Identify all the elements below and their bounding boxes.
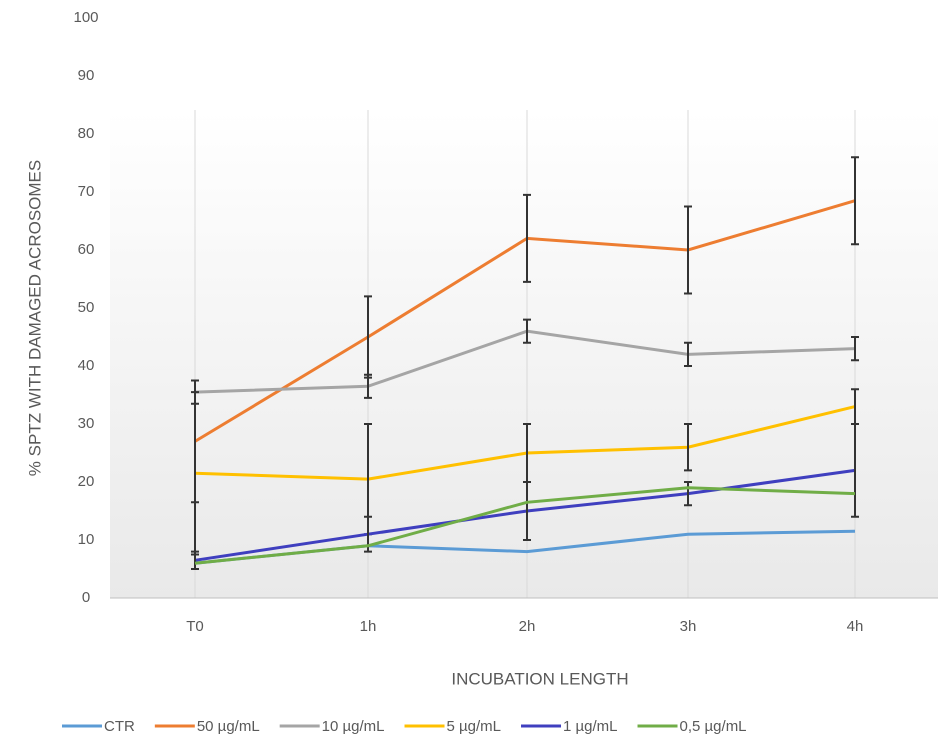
y-tick-label: 80 (78, 125, 95, 142)
y-tick-label: 50 (78, 299, 95, 316)
x-tick-label: T0 (186, 618, 204, 635)
error-bar (523, 193, 531, 283)
error-bar (684, 205, 692, 295)
error-bar (523, 481, 531, 541)
y-tick-label: 60 (78, 241, 95, 258)
legend-label: CTR (104, 718, 135, 735)
y-tick-label: 20 (78, 473, 95, 490)
error-bar (684, 423, 692, 472)
y-tick-label: 100 (73, 9, 98, 26)
x-tick-label: 4h (847, 618, 864, 635)
error-bar (523, 318, 531, 344)
y-tick-label: 70 (78, 183, 95, 200)
y-tick-label: 10 (78, 531, 95, 548)
error-bar (851, 156, 859, 246)
legend-label: 5 µg/mL (447, 718, 502, 735)
series-line (194, 486, 856, 565)
error-bar (191, 550, 199, 570)
y-tick-label: 30 (78, 415, 95, 432)
legend-label: 1 µg/mL (563, 718, 618, 735)
y-tick-label: 0 (82, 589, 90, 606)
error-bar (851, 423, 859, 518)
legend-label: 50 µg/mL (197, 718, 260, 735)
legend-label: 0,5 µg/mL (680, 718, 747, 735)
error-bar (851, 336, 859, 362)
plot-background (110, 110, 938, 598)
x-axis-title: INCUBATION LENGTH (451, 669, 628, 688)
y-axis-title: % SPTZ WITH DAMAGED ACROSOMES (25, 160, 44, 476)
y-tick-label: 40 (78, 357, 95, 374)
x-tick-label: 3h (680, 618, 697, 635)
legend-label: 10 µg/mL (322, 718, 385, 735)
error-bar (684, 341, 692, 367)
y-tick-label: 90 (78, 67, 95, 84)
x-tick-label: 2h (519, 618, 536, 635)
error-bar (364, 373, 372, 399)
error-bar (684, 481, 692, 507)
x-tick-label: 1h (360, 618, 377, 635)
